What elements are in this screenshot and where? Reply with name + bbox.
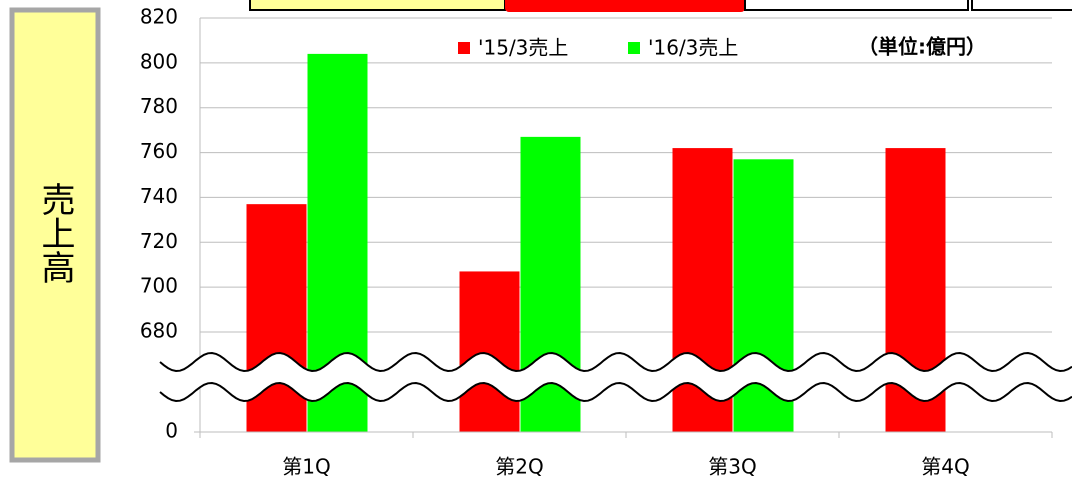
top-box: [505, 0, 745, 12]
x-tick-label: 第3Q: [708, 455, 756, 479]
y-axis-label: 売上高: [35, 182, 75, 284]
y-tick-label: 720: [140, 229, 178, 253]
y-tick-label: 740: [140, 184, 178, 208]
axis-break-line: [159, 351, 1072, 373]
top-box: [249, 0, 506, 11]
top-box: [971, 0, 1072, 11]
y-tick-label: 820: [140, 5, 178, 29]
y-tick-label: 0: [165, 419, 178, 443]
legend-label: '15/3売上: [478, 36, 568, 60]
y-tick-label: 700: [140, 274, 178, 298]
top-box: [744, 0, 969, 11]
annotation: （単位:億円）: [858, 35, 986, 59]
y-tick-label: 800: [140, 49, 178, 73]
legend-swatch: [458, 42, 470, 54]
bar: [459, 271, 520, 432]
x-tick-label: 第4Q: [921, 455, 969, 479]
axis-break-line: [159, 381, 1072, 403]
y-tick-label: 680: [140, 319, 178, 343]
legend-swatch: [628, 42, 640, 54]
x-tick-label: 第1Q: [282, 455, 330, 479]
axis-break: [160, 353, 1072, 401]
x-tick-label: 第2Q: [495, 455, 543, 479]
y-tick-label: 780: [140, 94, 178, 118]
legend-label: '16/3売上: [648, 36, 738, 60]
y-label-box: [9, 7, 101, 463]
y-tick-label: 760: [140, 139, 178, 163]
